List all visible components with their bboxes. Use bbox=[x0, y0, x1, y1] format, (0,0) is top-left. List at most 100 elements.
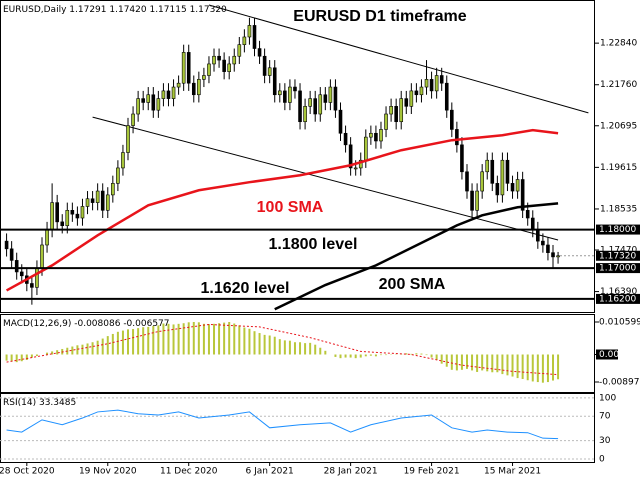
candle-body bbox=[126, 125, 130, 153]
candle-body bbox=[556, 255, 560, 258]
candle-body bbox=[191, 82, 196, 96]
candle-body bbox=[434, 75, 439, 92]
candle-body bbox=[490, 159, 495, 184]
candle-body bbox=[358, 159, 363, 169]
rsi-header: RSI(14) 33.3485 bbox=[3, 398, 76, 408]
y-tick-label: 1.22840 bbox=[600, 39, 637, 49]
candle-body bbox=[429, 79, 434, 92]
candle-body bbox=[171, 86, 176, 99]
candle-body bbox=[444, 82, 449, 111]
candle-body bbox=[151, 94, 156, 111]
candle-body bbox=[546, 244, 550, 253]
candle-body bbox=[40, 244, 44, 269]
candle-body bbox=[414, 90, 419, 96]
macd-panel bbox=[0, 314, 595, 393]
candle-body bbox=[313, 98, 318, 115]
y-tick-label: 1.18535 bbox=[600, 204, 637, 214]
symbol: EURUSD,Daily bbox=[3, 5, 67, 15]
candle-body bbox=[207, 63, 211, 76]
rsi-tick-label: 70 bbox=[599, 412, 611, 422]
candle-body bbox=[85, 198, 90, 207]
candle-body bbox=[505, 159, 510, 184]
candle-body bbox=[364, 136, 368, 161]
candle-body bbox=[343, 132, 348, 146]
candle-body bbox=[45, 229, 49, 246]
level-tag bbox=[596, 293, 640, 304]
sma-line bbox=[5, 128, 559, 292]
macd-tick-label: 0.010599 bbox=[599, 318, 640, 328]
chart-title: EURUSD D1 timeframe bbox=[293, 8, 466, 25]
candle-body bbox=[166, 90, 171, 99]
high: 1.17420 bbox=[109, 5, 146, 15]
candle-body bbox=[520, 179, 525, 211]
candle-body bbox=[465, 171, 469, 192]
y-tick-label: 1.19615 bbox=[600, 163, 637, 173]
candle-body bbox=[186, 52, 191, 84]
candle-body bbox=[202, 75, 206, 80]
candle-body bbox=[75, 213, 80, 219]
candle-body bbox=[536, 229, 540, 242]
x-tick-label: 19 Nov 2020 bbox=[79, 467, 137, 477]
candle-body bbox=[257, 48, 262, 57]
candle-body bbox=[272, 67, 277, 96]
candle-body bbox=[303, 106, 307, 123]
candle-body bbox=[500, 159, 505, 196]
candle-body bbox=[353, 167, 358, 170]
candle-body bbox=[510, 183, 515, 192]
candle-body bbox=[455, 129, 459, 146]
candle-body bbox=[277, 90, 282, 96]
low: 1.17115 bbox=[149, 5, 186, 15]
candle-body bbox=[30, 283, 34, 288]
candle-body bbox=[267, 67, 272, 76]
trendline bbox=[92, 116, 559, 241]
candle-body bbox=[9, 248, 14, 261]
candle-body bbox=[495, 183, 500, 196]
candle-body bbox=[55, 202, 59, 223]
rsi-title: RSI(14) bbox=[3, 398, 36, 408]
candle-body bbox=[242, 36, 247, 45]
candle-body bbox=[136, 98, 140, 115]
candle-body bbox=[515, 179, 520, 192]
candle-body bbox=[156, 98, 161, 111]
y-tick-label: 1.17470 bbox=[600, 245, 637, 255]
candle-body bbox=[541, 240, 545, 246]
macd-tick-label: -0.008976 bbox=[599, 377, 640, 387]
candle-body bbox=[404, 98, 409, 107]
candle-body bbox=[374, 132, 378, 142]
candle-body bbox=[384, 113, 388, 130]
signal-value: -0.006577 bbox=[123, 319, 169, 329]
close: 1.17320 bbox=[190, 5, 227, 15]
candle-body bbox=[369, 132, 373, 138]
candle-body bbox=[65, 210, 70, 227]
level-label: 1.16200 bbox=[599, 294, 636, 304]
candle-body bbox=[460, 144, 464, 173]
candle-body bbox=[237, 44, 242, 57]
candle-body bbox=[308, 98, 312, 107]
macd-title: MACD(12,26,9) bbox=[3, 319, 71, 329]
annotation: 1.1620 level bbox=[201, 280, 290, 297]
candle-body bbox=[262, 55, 267, 76]
candle-body bbox=[181, 52, 186, 84]
main-panel bbox=[0, 0, 595, 313]
current-price-label: 1.17320 bbox=[599, 251, 636, 261]
y-tick-label: 1.21760 bbox=[600, 80, 637, 90]
candle-body bbox=[480, 171, 484, 192]
macd-zero-tag bbox=[596, 349, 618, 360]
candle-body bbox=[100, 190, 105, 211]
x-tick-label: 28 Jan 2021 bbox=[324, 467, 378, 477]
x-tick-label: 15 Mar 2021 bbox=[484, 467, 541, 477]
candle-body bbox=[141, 98, 145, 103]
candle-body bbox=[197, 79, 201, 96]
candle-body bbox=[298, 90, 302, 123]
candle-body bbox=[394, 106, 398, 123]
price-header: EURUSD,Daily 1.17291 1.17420 1.17115 1.1… bbox=[3, 5, 227, 15]
sma-label: 100 SMA bbox=[257, 199, 324, 216]
rsi-value: 33.3485 bbox=[39, 398, 76, 408]
candle-body bbox=[333, 86, 338, 111]
candle-body bbox=[409, 90, 414, 107]
candle-body bbox=[60, 221, 65, 227]
sma-label: 200 SMA bbox=[379, 276, 446, 293]
candle-body bbox=[379, 129, 383, 142]
candle-body bbox=[70, 210, 75, 215]
candle-body bbox=[470, 190, 474, 211]
